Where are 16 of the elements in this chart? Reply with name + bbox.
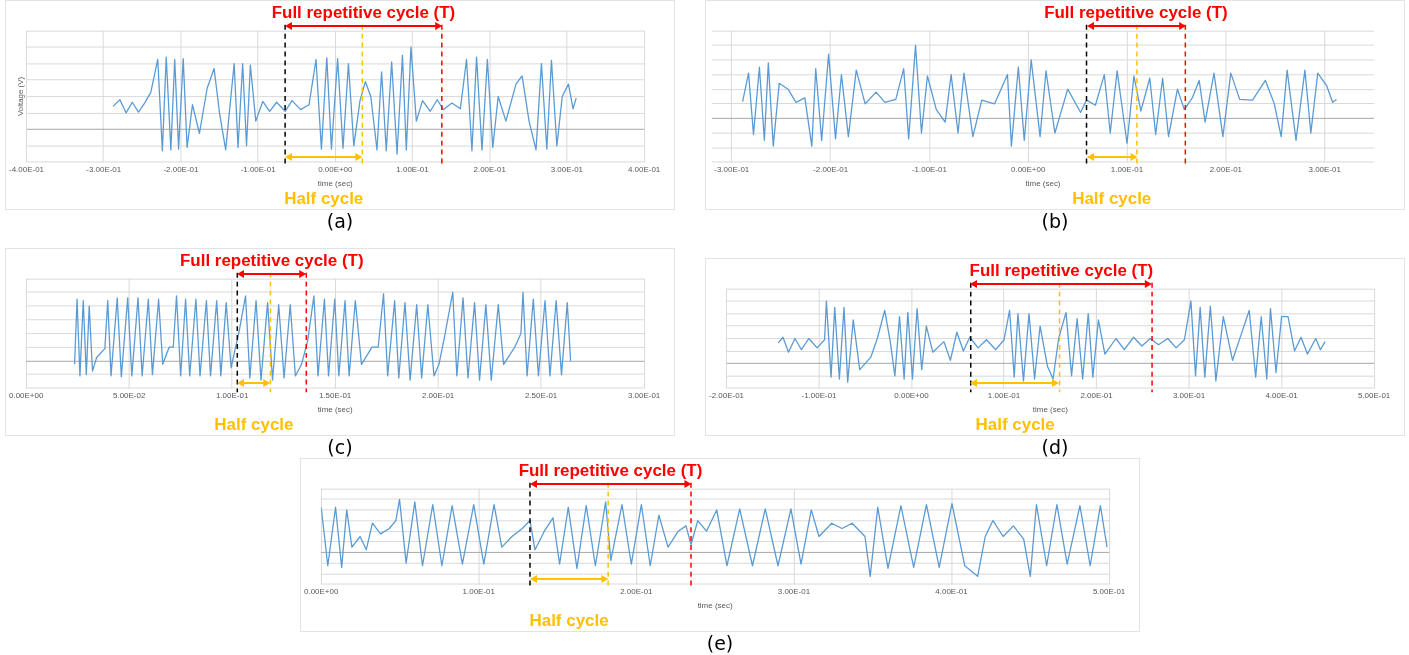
text: Half cycle bbox=[1072, 189, 1152, 209]
text: (b) bbox=[1040, 210, 1070, 232]
text: Full repetitive cycle (T) bbox=[518, 461, 703, 480]
y-axis-title: Voltage (V) bbox=[15, 76, 25, 117]
text: Full repetitive cycle (T) bbox=[969, 261, 1154, 280]
text: (d) bbox=[1040, 436, 1070, 458]
text: (a) bbox=[325, 210, 355, 232]
text: Half cycle bbox=[529, 611, 609, 631]
text: (c) bbox=[326, 436, 354, 458]
text: Half cycle bbox=[975, 415, 1055, 435]
text: Full repetitive cycle (T) bbox=[1044, 3, 1228, 23]
text: (e) bbox=[705, 632, 735, 654]
text: Half cycle bbox=[214, 415, 294, 435]
text: Half cycle bbox=[284, 189, 364, 209]
text: Full repetitive cycle (T) bbox=[180, 251, 364, 270]
text: Full repetitive cycle (T) bbox=[271, 3, 456, 23]
